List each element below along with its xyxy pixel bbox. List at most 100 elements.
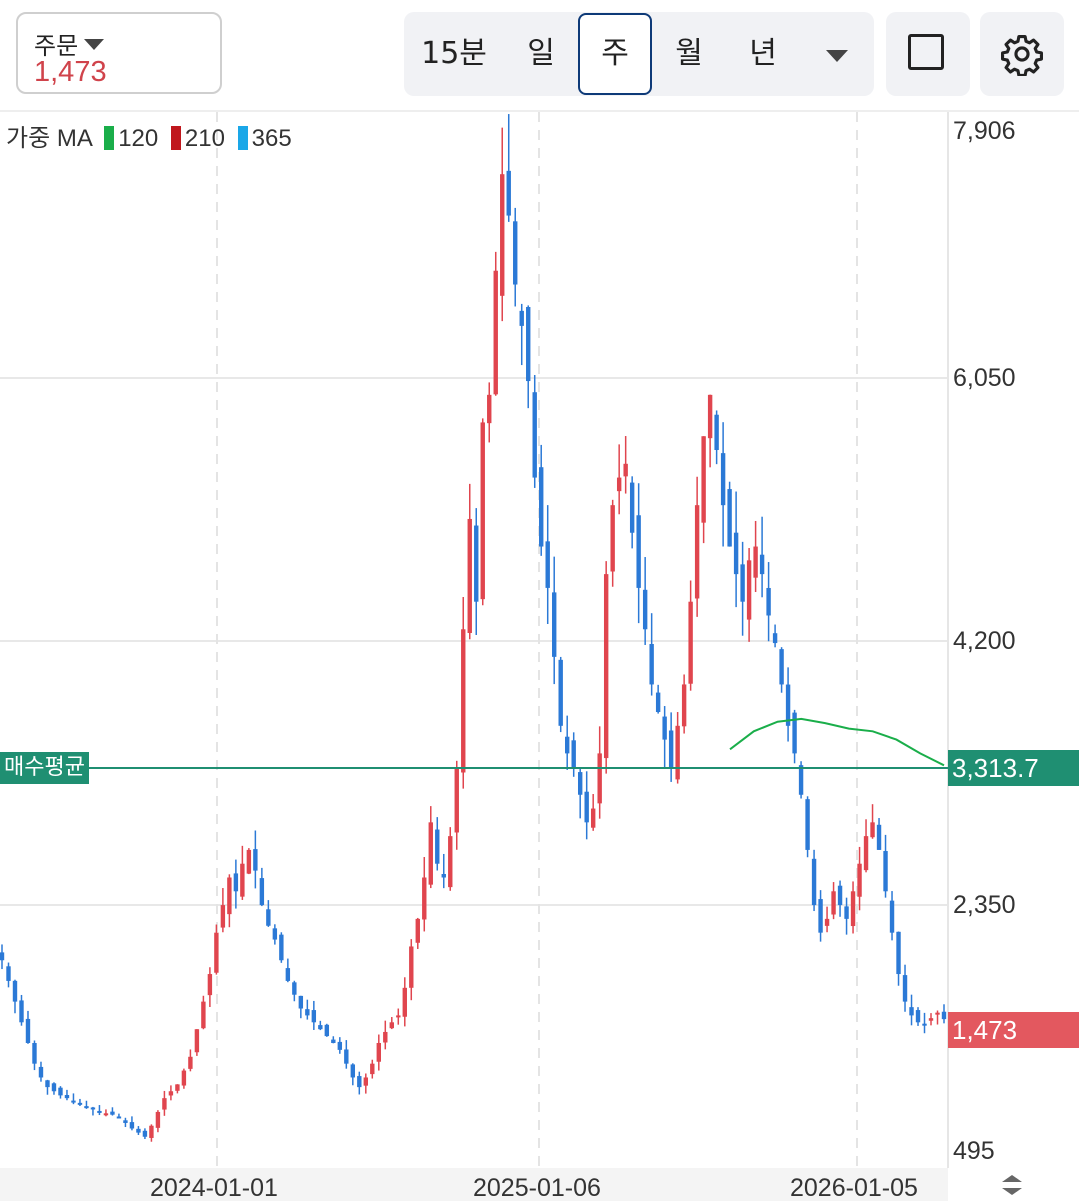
gear-icon xyxy=(1001,35,1043,76)
candle-body xyxy=(811,858,817,906)
candle-body xyxy=(577,772,583,795)
candle-body xyxy=(909,1007,914,1016)
candle-body xyxy=(454,767,459,833)
candle-body xyxy=(272,928,278,940)
current-price-tag: 1,473 xyxy=(948,1012,1079,1048)
candle-body xyxy=(116,1116,122,1119)
candle-body xyxy=(753,546,758,578)
candle-body xyxy=(259,878,265,906)
candle-body xyxy=(675,725,680,780)
candle-body xyxy=(142,1130,148,1137)
candle-body xyxy=(285,968,291,981)
candle-body xyxy=(58,1087,63,1096)
candle-body xyxy=(474,525,479,602)
candle-body xyxy=(889,900,895,933)
candle-body xyxy=(246,849,252,874)
candle-body xyxy=(110,1111,115,1115)
candle-body xyxy=(194,1029,200,1053)
candle-body xyxy=(513,221,518,285)
ma365-swatch xyxy=(237,126,248,150)
scroll-handle-icon[interactable] xyxy=(998,1172,1026,1198)
candle-body xyxy=(279,934,284,961)
candle-body xyxy=(766,587,771,616)
candle-body xyxy=(883,851,888,892)
tab-year[interactable]: 년 xyxy=(749,36,777,71)
candle-body xyxy=(526,307,531,382)
candle-body xyxy=(837,885,843,906)
ma120-swatch xyxy=(104,126,115,150)
candle-body xyxy=(38,1066,44,1078)
candle-body xyxy=(636,515,641,588)
candle-body xyxy=(720,453,726,506)
order-value: 1,473 xyxy=(34,56,107,88)
square-icon xyxy=(908,34,944,70)
date-axis[interactable] xyxy=(0,1168,948,1201)
ma-legend: 가중 MA 120 210 365 xyxy=(6,118,292,153)
ma210-label: 210 xyxy=(184,125,225,152)
candle-body xyxy=(155,1111,161,1128)
candle-body xyxy=(25,1018,31,1043)
candle-body xyxy=(175,1084,180,1091)
candle-body xyxy=(805,799,810,850)
candle-body xyxy=(876,824,882,850)
ma-legend-prefix: 가중 MA xyxy=(6,125,92,152)
candle-body xyxy=(318,1025,323,1030)
tab-week[interactable]: 주 xyxy=(578,13,652,95)
timeframe-selector: 15분 일 주 월 년 xyxy=(404,12,874,96)
candle-body xyxy=(337,1041,343,1050)
candle-body xyxy=(168,1091,174,1096)
candle-body xyxy=(539,467,544,547)
candle-body xyxy=(64,1095,70,1099)
candle-body xyxy=(649,644,654,685)
candle-body xyxy=(71,1100,76,1103)
candle-body xyxy=(461,629,466,773)
candle-body xyxy=(292,982,297,995)
candle-body xyxy=(428,822,433,885)
candle-body xyxy=(831,891,836,915)
tab-day[interactable]: 일 xyxy=(527,36,555,71)
ma120-label: 120 xyxy=(118,125,159,152)
candle-body xyxy=(597,753,602,804)
candle-body xyxy=(402,987,407,1017)
date-tick: 2025-01-06 xyxy=(473,1174,601,1202)
fullscreen-button[interactable] xyxy=(886,12,970,96)
candle-body xyxy=(370,1063,375,1075)
settings-button[interactable] xyxy=(980,12,1064,96)
candle-body xyxy=(344,1049,349,1064)
candle-body xyxy=(759,554,765,575)
candle-body xyxy=(240,863,245,897)
candle-body xyxy=(792,712,797,754)
candle-body xyxy=(701,436,706,523)
candle-body xyxy=(149,1125,154,1138)
order-button[interactable]: 주문 1,473 xyxy=(16,12,222,94)
candle-body xyxy=(850,891,856,927)
candle-body xyxy=(779,649,784,685)
candle-body xyxy=(136,1128,141,1133)
candle-body xyxy=(6,966,11,981)
tab-15min[interactable]: 15분 xyxy=(421,36,487,71)
avg-buy-price: 3,313.7 xyxy=(948,750,1079,786)
candle-body xyxy=(448,836,453,888)
candle-body xyxy=(350,1064,356,1078)
candle-body xyxy=(207,974,213,996)
candle-body xyxy=(480,422,485,600)
tab-month[interactable]: 월 xyxy=(675,36,703,71)
price-tick: 2,350 xyxy=(953,891,1016,919)
candle-body xyxy=(662,716,667,740)
caret-down-icon[interactable] xyxy=(826,50,848,62)
date-tick: 2024-01-01 xyxy=(150,1174,278,1202)
candle-body xyxy=(415,918,420,943)
candle-body xyxy=(668,730,674,768)
candle-body xyxy=(32,1043,37,1064)
candle-body xyxy=(298,995,304,1009)
candle-body xyxy=(610,505,615,572)
candle-body xyxy=(467,518,472,634)
candle-body xyxy=(642,589,648,630)
ma365-label: 365 xyxy=(251,125,292,152)
candle-body xyxy=(565,736,570,754)
header-separator xyxy=(0,110,1079,112)
order-label-text: 주문 xyxy=(34,32,79,60)
candle-body xyxy=(558,659,563,726)
candle-body xyxy=(188,1056,193,1069)
